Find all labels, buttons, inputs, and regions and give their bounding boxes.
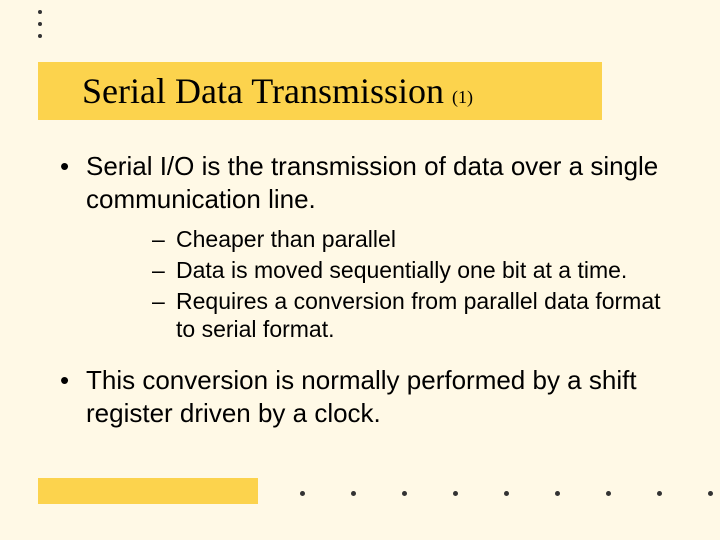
bullet-item: This conversion is normally performed by… — [50, 364, 670, 429]
sub-bullet: Data is moved sequentially one bit at a … — [158, 256, 670, 285]
bottom-decor-dots — [300, 491, 713, 496]
dot-icon — [351, 491, 356, 496]
title-bar: Serial Data Transmission (1) — [38, 62, 602, 120]
dot-icon — [453, 491, 458, 496]
top-decor-dots — [38, 10, 42, 46]
bullet-item: Serial I/O is the transmission of data o… — [50, 150, 670, 344]
dot-icon — [606, 491, 611, 496]
dot-icon — [402, 491, 407, 496]
dot-icon — [708, 491, 713, 496]
dot-icon — [38, 10, 42, 14]
bottom-accent-bar — [38, 478, 258, 504]
bullet-text: Serial I/O is the transmission of data o… — [86, 151, 658, 214]
slide-body: Serial I/O is the transmission of data o… — [50, 150, 670, 443]
sub-list: Cheaper than parallel Data is moved sequ… — [86, 225, 670, 344]
dot-icon — [555, 491, 560, 496]
dot-icon — [300, 491, 305, 496]
slide-title: Serial Data Transmission — [82, 70, 444, 112]
sub-bullet: Requires a conversion from parallel data… — [158, 287, 670, 345]
slide-title-number: (1) — [452, 87, 473, 108]
sub-bullet: Cheaper than parallel — [158, 225, 670, 254]
dot-icon — [657, 491, 662, 496]
dot-icon — [504, 491, 509, 496]
dot-icon — [38, 34, 42, 38]
dot-icon — [38, 22, 42, 26]
bullet-text: This conversion is normally performed by… — [86, 365, 637, 428]
